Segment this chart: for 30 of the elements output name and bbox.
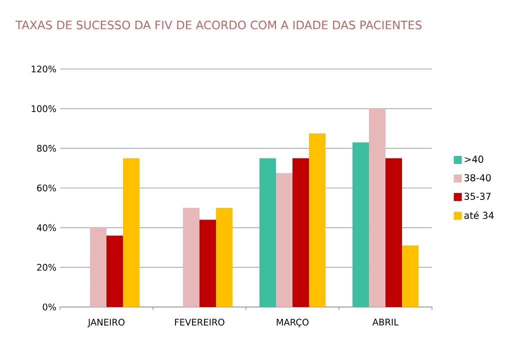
legend-label: 35-37 [464,192,491,200]
bar [369,108,386,307]
legend-label: até 34 [464,211,494,219]
bar [309,133,326,307]
chart-title: TAXAS DE SUCESSO DA FIV DE ACORDO COM A IDADE DAS PACIENTES [15,20,422,30]
y-tick-label: 100% [32,105,56,112]
bar [402,246,419,307]
bar [90,228,106,307]
y-tick-label: 20% [37,264,56,271]
y-tick-label: 60% [37,184,56,192]
bar [292,158,310,307]
bar [386,158,402,307]
x-tick-label: MARÇO [276,318,309,328]
bar [106,236,123,307]
x-tick-label: JANEIRO [88,318,125,328]
x-tick-label: ABRIL [372,318,399,326]
legend-label: 38-40 [464,174,491,182]
bar [352,142,370,307]
bar [260,158,276,307]
bar [183,208,200,307]
bar [276,173,293,307]
y-tick-label: 40% [36,224,56,232]
y-tick-label: 80% [37,144,56,152]
y-tick-label: 0% [42,304,56,310]
y-tick-label: 120% [32,66,56,72]
bar [200,220,216,307]
legend-label: >40 [464,156,484,163]
bar [216,208,233,307]
bar [123,158,140,307]
x-tick-label: FEVEREIRO [175,318,224,326]
